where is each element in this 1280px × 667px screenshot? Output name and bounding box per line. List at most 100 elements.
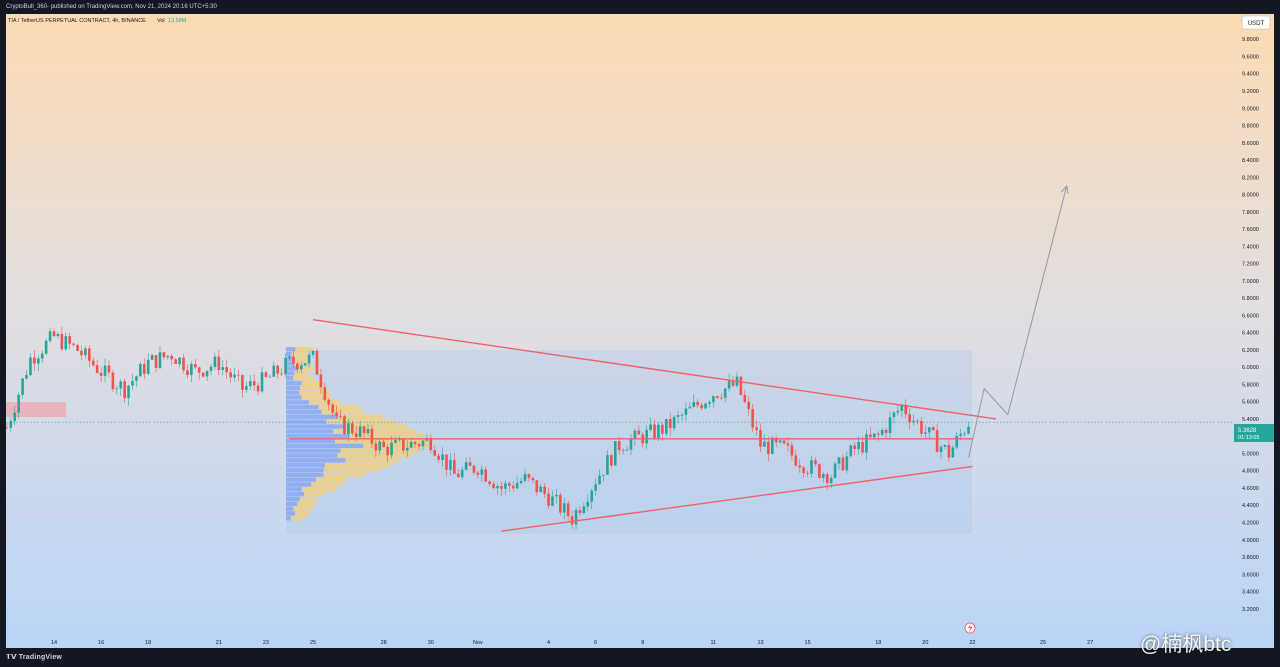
candle-body — [873, 433, 876, 438]
candle-body — [299, 365, 303, 370]
candle-body — [307, 354, 311, 364]
candle-body — [154, 355, 158, 368]
candle-body — [95, 365, 99, 373]
candle-body — [80, 350, 83, 356]
time-tick-label: 25 — [310, 640, 316, 646]
price-tick-label: 8.2000 — [1242, 175, 1259, 181]
candle-body — [488, 481, 491, 484]
candle-body — [566, 503, 570, 517]
candle-body — [719, 397, 723, 399]
candle-body — [421, 440, 425, 447]
candle-body — [76, 344, 79, 351]
candle-body — [653, 424, 656, 439]
candle-body — [562, 503, 566, 513]
candle-body — [429, 438, 433, 451]
profile-bar-sell — [310, 482, 343, 487]
lightning-icon[interactable] — [964, 622, 976, 634]
candle-body — [221, 367, 225, 371]
profile-bar-sell — [297, 366, 315, 371]
candle-body — [818, 464, 821, 478]
candle-body — [194, 364, 197, 368]
chart-background — [6, 14, 1274, 648]
candle-body — [794, 455, 798, 466]
candle-body — [162, 352, 166, 358]
candle-body — [303, 363, 307, 366]
candle-body — [107, 365, 111, 373]
candle-body — [241, 375, 244, 390]
candle-body — [916, 420, 919, 422]
candle-body — [378, 441, 382, 451]
profile-bar-sell — [290, 516, 306, 521]
candle-body — [209, 366, 213, 371]
price-tick-label: 5.6000 — [1242, 400, 1259, 406]
profile-bar-buy — [286, 385, 301, 390]
price-tick-label: 3.2000 — [1242, 607, 1259, 613]
candle-body — [44, 340, 48, 354]
candle-body — [935, 430, 939, 452]
profile-bar-buy — [286, 453, 338, 458]
candle-body — [806, 472, 809, 474]
candle-body — [201, 372, 205, 377]
candle-body — [48, 331, 52, 341]
candle-body — [182, 357, 185, 371]
profile-bar-buy — [286, 390, 300, 395]
candle-body — [64, 336, 68, 350]
candle-body — [837, 457, 841, 464]
candle-body — [99, 372, 103, 376]
profile-bar-buy — [286, 371, 295, 376]
legend: TIA / TetherUS PERPETUAL CONTRACT, 4h, B… — [8, 18, 187, 24]
candle-body — [453, 459, 456, 474]
candle-body — [386, 447, 389, 456]
candle-body — [629, 439, 633, 450]
candle-body — [319, 374, 323, 388]
candle-body — [213, 356, 217, 367]
candle-body — [900, 404, 904, 411]
candle-body — [327, 399, 331, 405]
candle-body — [480, 469, 484, 475]
price-tick-label: 9.6000 — [1242, 54, 1259, 60]
profile-bar-buy — [286, 487, 302, 492]
profile-bar-sell — [308, 400, 340, 405]
legend-vol-label: Vol — [157, 18, 165, 24]
profile-bar-buy — [286, 414, 339, 419]
price-tag: 5.3628 01:13:05 — [1234, 424, 1274, 442]
candle-body — [700, 405, 703, 409]
profile-bar-sell — [294, 371, 309, 376]
chart-area[interactable]: 3.2000 3.4000 3.6000 3.8000 4.0000 4.2000 4.40… — [6, 14, 1274, 648]
candle-body — [535, 480, 539, 493]
time-tick-label: 21 — [216, 640, 222, 646]
tradingview-logo[interactable]: 𝗧𝗩 TradingView — [6, 654, 63, 661]
candle-body — [822, 474, 825, 478]
candle-body — [570, 516, 574, 525]
time-axis[interactable]: 14 16 18 21 23 25 28 30 Nov 4 6 8 11 13 15 18 20 22 25 27 — [51, 640, 1093, 646]
candle-body — [460, 469, 464, 478]
candle-body — [374, 443, 378, 451]
profile-bar-sell — [321, 409, 365, 415]
footer: 𝗧𝗩 TradingView — [0, 648, 1280, 667]
candle-body — [598, 475, 601, 485]
profile-bar-buy — [286, 419, 327, 424]
candle-body — [21, 378, 24, 395]
candle-body — [335, 412, 338, 416]
profile-bar-sell — [337, 453, 412, 458]
candle-body — [621, 450, 625, 451]
price-chart[interactable]: 3.2000 3.4000 3.6000 3.8000 4.0000 4.2000 4.40… — [6, 14, 1274, 648]
price-tick-label: 4.2000 — [1242, 521, 1259, 527]
profile-bar-sell — [300, 385, 324, 390]
time-tick-label: 23 — [263, 640, 269, 646]
candle-body — [547, 493, 550, 506]
candle-body — [880, 429, 884, 435]
candle-body — [845, 456, 849, 471]
candle-body — [433, 450, 437, 456]
profile-bar-sell — [301, 487, 336, 492]
price-axis[interactable]: 3.2000 3.4000 3.6000 3.8000 4.0000 4.2000 4.40… — [1234, 14, 1274, 648]
candle-body — [229, 372, 232, 378]
candle-body — [696, 401, 699, 406]
candle-body — [967, 426, 970, 434]
price-tick-label: 8.8000 — [1242, 124, 1259, 130]
time-tick-label: 15 — [805, 640, 811, 646]
price-tick-label: 3.6000 — [1242, 572, 1259, 578]
price-tick-label: 7.2000 — [1242, 262, 1259, 268]
candle-body — [869, 434, 872, 438]
profile-bar-buy — [286, 443, 364, 448]
